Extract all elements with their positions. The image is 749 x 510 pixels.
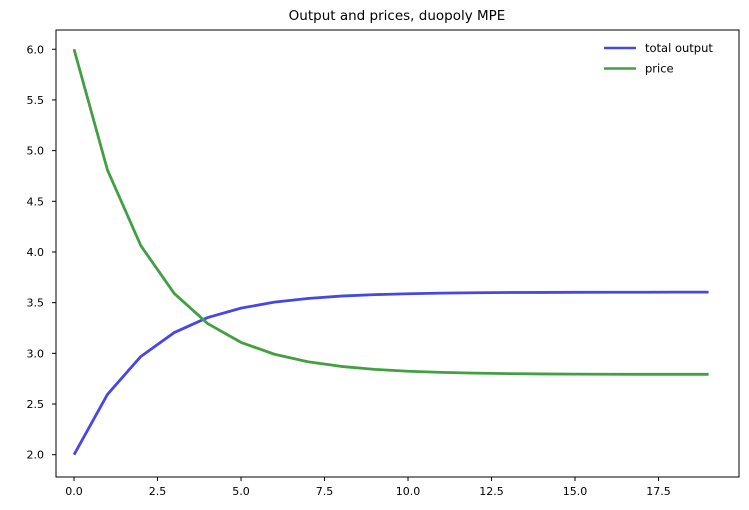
y-tick-label: 4.0 xyxy=(27,246,45,259)
x-tick-label: 7.5 xyxy=(316,485,334,498)
y-tick-label: 3.5 xyxy=(27,297,45,310)
x-tick-label: 10.0 xyxy=(396,485,421,498)
x-tick-label: 5.0 xyxy=(232,485,250,498)
y-tick-label: 3.0 xyxy=(27,347,45,360)
series-lines xyxy=(72,48,709,456)
y-tick-label: 6.0 xyxy=(27,43,45,56)
x-tick-label: 15.0 xyxy=(563,485,588,498)
x-tick-label: 2.5 xyxy=(149,485,167,498)
x-tick-label: 17.5 xyxy=(646,485,671,498)
chart-title: Output and prices, duopoly MPE xyxy=(289,8,506,24)
series-line-price xyxy=(72,48,709,376)
legend-label-total-output: total output xyxy=(645,41,713,55)
x-tick-label: 0.0 xyxy=(65,485,83,498)
x-axis: 0.0 2.5 5.0 7.5 10.0 12.5 15.0 17.5 xyxy=(65,477,671,498)
x-tick-label: 12.5 xyxy=(479,485,504,498)
y-tick-label: 5.0 xyxy=(27,145,45,158)
legend-label-price: price xyxy=(645,62,674,76)
legend: total output price xyxy=(604,41,713,76)
y-tick-label: 4.5 xyxy=(27,195,45,208)
plot-frame xyxy=(55,29,740,478)
y-tick-label: 5.5 xyxy=(27,94,45,107)
y-axis: 2.0 2.5 3.0 3.5 4.0 4.5 5.0 5.5 6.0 xyxy=(27,43,56,462)
y-tick-label: 2.5 xyxy=(27,398,45,411)
y-tick-label: 2.0 xyxy=(27,449,45,462)
series-line-total-output xyxy=(72,290,709,456)
